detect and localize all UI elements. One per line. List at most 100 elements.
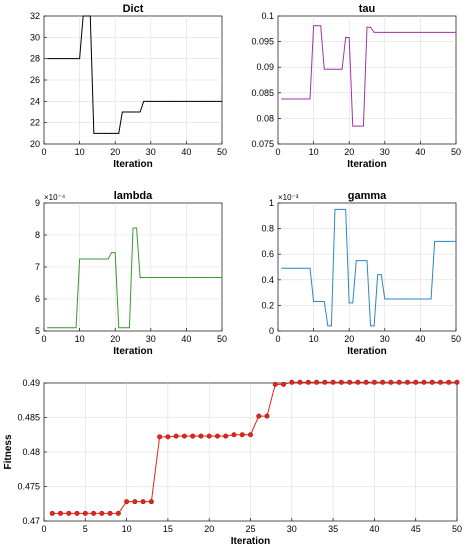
series-line-segment <box>139 100 145 113</box>
data-point <box>289 379 295 385</box>
x-tick-label: 40 <box>415 147 425 157</box>
data-point <box>99 510 105 516</box>
x-tick-label: 40 <box>415 334 425 344</box>
data-point <box>157 434 163 440</box>
y-tick-label: 0.09 <box>256 62 274 72</box>
x-tick-label: 10 <box>309 147 319 157</box>
data-point <box>429 379 435 385</box>
data-point <box>223 433 229 439</box>
x-tick-label: 20 <box>344 334 354 344</box>
data-point <box>206 433 212 439</box>
data-point <box>256 413 262 419</box>
y-axis-label: Fitness <box>3 434 14 469</box>
y-tick-label: 22 <box>30 118 40 128</box>
series-line-segment <box>266 383 276 417</box>
data-point <box>371 379 377 385</box>
y-tick-label: 5 <box>35 326 40 336</box>
series-line-segment <box>323 301 329 327</box>
x-tick-label: 50 <box>451 334 461 344</box>
fitness-chart: 0 5 10 15 20 25 30 35 40 45 50 0.47 0.475 0.48 0.485 0.… <box>3 378 462 547</box>
series-line-segment <box>118 111 123 134</box>
y-tick-label: 24 <box>30 96 40 106</box>
series-line-segment <box>430 240 436 300</box>
data-point <box>58 510 64 516</box>
data-point <box>264 413 270 419</box>
data-point <box>165 434 171 440</box>
y-tick-label: 20 <box>30 139 40 149</box>
data-point <box>49 510 55 516</box>
data-point <box>314 379 320 385</box>
x-tick-label: 45 <box>411 524 421 534</box>
y-tick-label: 28 <box>30 54 40 64</box>
data-point <box>281 381 287 387</box>
series-line-segment <box>79 15 84 60</box>
data-point <box>248 432 254 438</box>
data-point <box>297 379 303 385</box>
x-tick-label: 35 <box>328 524 338 534</box>
data-point <box>421 379 427 385</box>
data-point <box>239 432 245 438</box>
x-tick-label: 30 <box>146 334 156 344</box>
series-line-segment <box>345 208 350 304</box>
data-point <box>454 379 460 385</box>
data-point <box>107 510 113 516</box>
data-point <box>355 379 361 385</box>
x-tick-label: 30 <box>380 147 390 157</box>
x-tick-label: 20 <box>110 334 120 344</box>
data-point <box>198 433 204 439</box>
series-line-segment <box>352 260 357 304</box>
x-tick-label: 40 <box>181 334 191 344</box>
data-point <box>363 379 369 385</box>
data-point <box>413 379 419 385</box>
y-tick-label: 26 <box>30 75 40 85</box>
x-tick-label: 30 <box>380 334 390 344</box>
data-point <box>404 379 410 385</box>
series-line-segment <box>107 252 113 260</box>
x-tick-label: 50 <box>217 334 227 344</box>
x-tick-label: 5 <box>83 524 88 534</box>
data-point <box>396 379 402 385</box>
series-line-segment <box>380 274 386 300</box>
x-axis-label: Iteration <box>347 159 386 170</box>
x-axis-label: Iteration <box>231 536 270 547</box>
gamma-chart: 0 10 20 30 40 50 0 0.2 0.4 0.6 0.8 1 ×10⁻³ gamma Itera… <box>261 190 461 357</box>
series-line-segment <box>309 267 315 303</box>
fitness-series <box>49 379 460 516</box>
series-line-segment <box>362 26 368 127</box>
data-point <box>338 379 344 385</box>
x-tick-label: 20 <box>344 147 354 157</box>
y-tick-label: 6 <box>35 294 40 304</box>
gamma-series <box>281 208 457 327</box>
x-tick-label: 20 <box>110 147 120 157</box>
y-tick-label: 0.08 <box>256 113 274 123</box>
data-point <box>66 510 72 516</box>
tau-series <box>281 25 457 127</box>
x-axis-label: Iteration <box>347 346 386 357</box>
y-tick-label: 0.2 <box>261 300 274 310</box>
y-tick-label: 0.6 <box>261 249 274 259</box>
x-axis-label: Iteration <box>113 346 152 357</box>
data-point <box>330 379 336 385</box>
axis-exponent-label: ×10⁻⁴ <box>44 193 66 202</box>
series-line-segment <box>373 274 379 327</box>
chart-title: gamma <box>348 190 387 202</box>
series-line-segment <box>75 258 81 329</box>
dict-series <box>47 15 223 134</box>
series-line-segment <box>136 227 141 279</box>
axis-exponent-label: ×10⁻³ <box>278 193 299 202</box>
data-point <box>347 379 353 385</box>
chart-title: lambda <box>114 190 153 202</box>
x-tick-label: 30 <box>287 524 297 534</box>
x-tick-label: 10 <box>75 147 85 157</box>
series-line-segment <box>114 252 120 329</box>
x-tick-label: 40 <box>369 524 379 534</box>
data-point <box>214 433 220 439</box>
data-point <box>322 379 328 385</box>
data-point <box>148 499 154 505</box>
lambda-series <box>47 227 223 329</box>
y-tick-label: 0.1 <box>261 11 274 21</box>
y-tick-label: 1 <box>269 198 274 208</box>
data-point <box>305 379 311 385</box>
y-tick-label: 0.48 <box>22 447 40 457</box>
data-point <box>181 433 187 439</box>
